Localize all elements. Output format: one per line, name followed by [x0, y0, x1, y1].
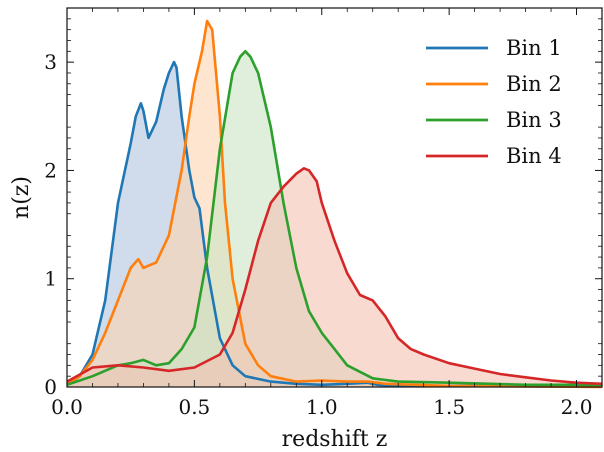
x-axis-label: redshift z — [282, 427, 388, 452]
y-axis-label: n(z) — [9, 176, 34, 219]
series-area-bin-3 — [67, 51, 602, 388]
y-tick-label: 1 — [44, 267, 57, 291]
x-tick-label: 1.5 — [433, 395, 465, 419]
series-lines — [66, 19, 603, 389]
y-tick-label: 2 — [44, 158, 57, 182]
series-area-bin-4 — [67, 168, 602, 387]
series-line-bin-4 — [66, 167, 603, 386]
plot-frame — [66, 7, 603, 388]
series-line-bin-3 — [66, 50, 602, 387]
series-line-bin-2 — [66, 19, 603, 389]
legend-label-bin-4: Bin 4 — [506, 144, 562, 168]
y-tick-label: 0 — [44, 375, 57, 399]
legend: Bin 1 Bin 2 Bin 3 Bin 4 — [426, 36, 562, 168]
axis-ticks: 0.0 0.5 1.0 1.5 2.0 0 1 2 3 — [44, 8, 602, 419]
x-tick-label: 2.0 — [561, 395, 593, 419]
x-tick-label: 0.5 — [178, 395, 210, 419]
legend-label-bin-2: Bin 2 — [506, 72, 562, 96]
legend-label-bin-1: Bin 1 — [506, 36, 562, 60]
y-tick-label: 3 — [44, 50, 57, 74]
x-tick-label: 0.0 — [51, 395, 83, 419]
legend-label-bin-3: Bin 3 — [506, 108, 562, 132]
x-tick-label: 1.0 — [306, 395, 338, 419]
